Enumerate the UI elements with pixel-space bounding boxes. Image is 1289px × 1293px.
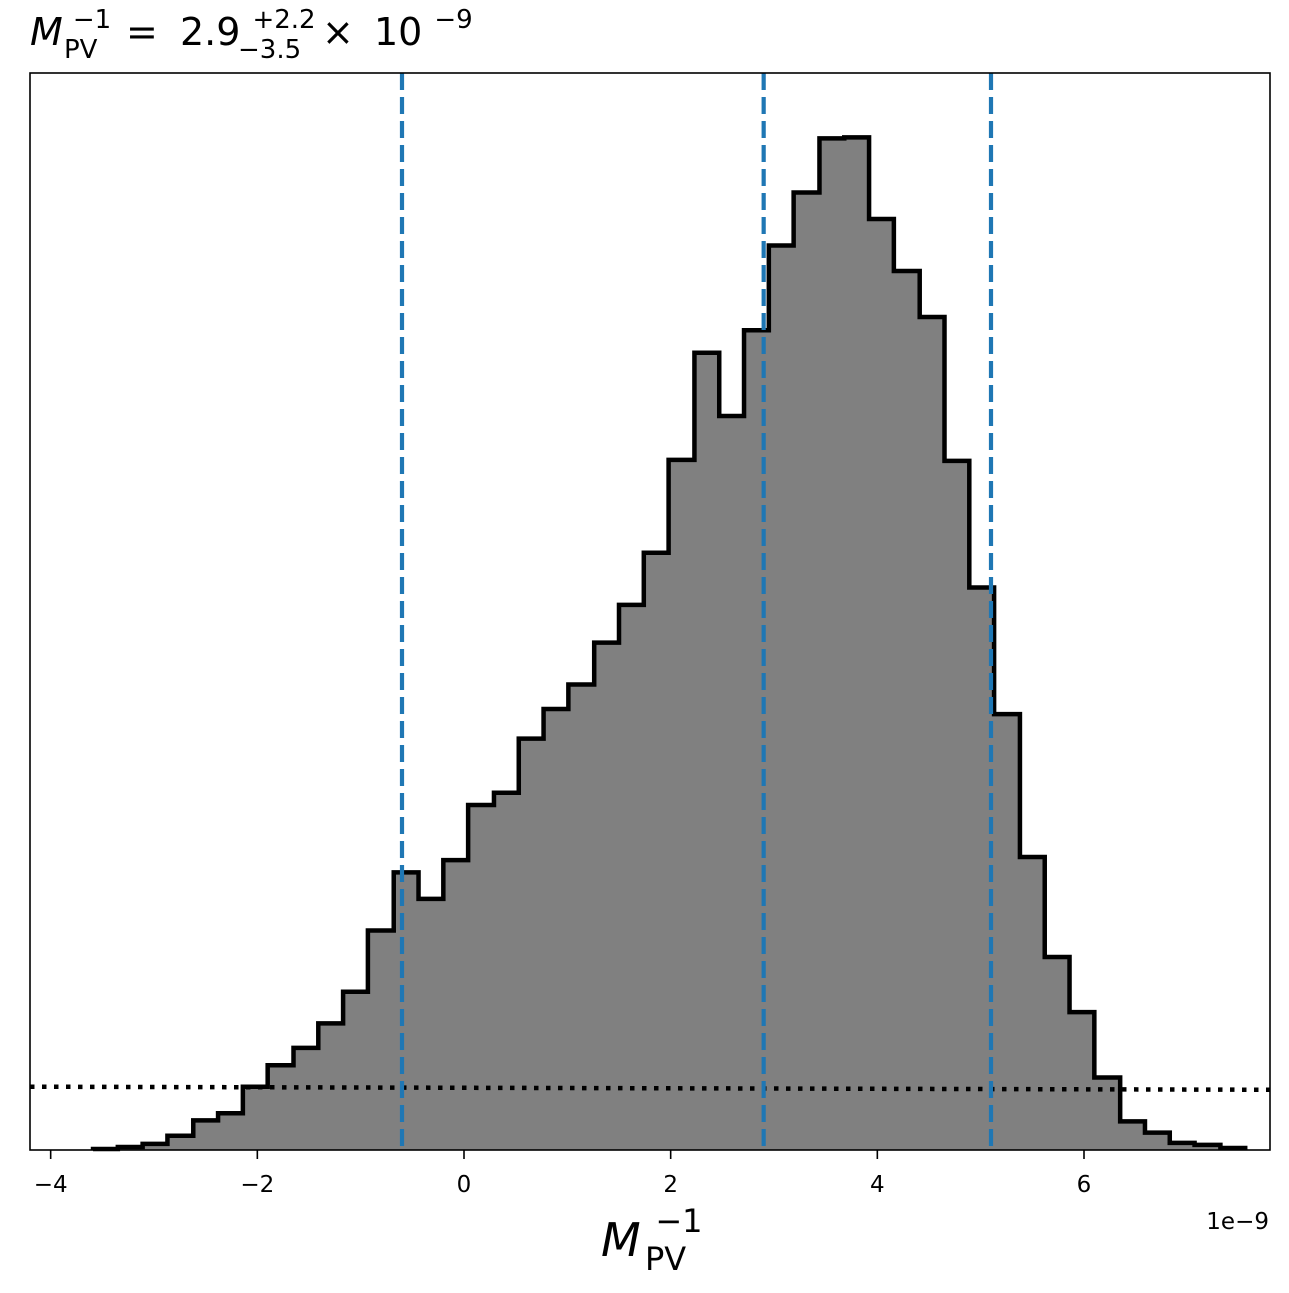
- histogram-bar: [694, 352, 720, 1150]
- histogram-bar: [418, 898, 444, 1150]
- histogram-bar: [267, 1065, 295, 1150]
- prior-line: [29, 1084, 1271, 1093]
- xlabel-symbol: M: [601, 1213, 641, 1267]
- histogram-bar: [543, 708, 569, 1150]
- x-tick-label: 4: [870, 1172, 885, 1198]
- histogram-bar: [393, 872, 420, 1150]
- histogram-bar: [768, 245, 795, 1150]
- x-axis-label: M −1 PV: [601, 1189, 717, 1278]
- histogram-bar: [1144, 1132, 1171, 1150]
- histogram-bar: [1194, 1144, 1221, 1150]
- title-median: 2.9: [180, 10, 240, 54]
- histogram-bar: [142, 1143, 169, 1150]
- title-upper-error: +2.2: [252, 5, 315, 35]
- histogram-bar: [744, 330, 770, 1150]
- title-times: ×: [322, 10, 354, 54]
- histogram-bars: [93, 137, 1246, 1151]
- histogram-bar: [1069, 1012, 1095, 1150]
- quantile-lines: [399, 73, 994, 1150]
- xlabel-subscript: PV: [645, 1240, 686, 1278]
- title-base: 10: [374, 10, 422, 54]
- histogram-bar: [819, 138, 845, 1150]
- histogram-bar: [218, 1113, 244, 1150]
- histogram-bar: [242, 1086, 269, 1150]
- histogram-bar: [719, 416, 745, 1151]
- histogram-bar: [293, 1047, 319, 1150]
- x-tick-label: −4: [34, 1172, 68, 1198]
- x-axis-ticks: −4 −2 0 2 4 6: [34, 1150, 1092, 1198]
- histogram-bar: [668, 459, 696, 1150]
- histogram-bar: [443, 860, 469, 1150]
- histogram-bar: [343, 991, 369, 1150]
- axes-frame: [29, 72, 1271, 1151]
- x-tick-label: −2: [240, 1172, 274, 1198]
- histogram-bar: [1044, 957, 1071, 1150]
- histogram-bar: [367, 930, 395, 1150]
- x-tick-label: 2: [663, 1172, 678, 1198]
- histogram-bar: [643, 552, 670, 1150]
- histogram-bar: [1120, 1121, 1146, 1150]
- title-exponent: −9: [434, 5, 472, 35]
- title-subscript: PV: [64, 35, 98, 65]
- histogram-bar: [594, 642, 620, 1150]
- histogram-bar: [493, 792, 520, 1150]
- x-tick-label: 6: [1077, 1172, 1092, 1198]
- title-symbol: M: [30, 10, 63, 54]
- histogram-bar: [793, 192, 821, 1150]
- histogram-bar: [193, 1120, 219, 1150]
- histogram-outline: [90, 135, 1248, 1152]
- histogram-bar: [167, 1135, 194, 1150]
- title-equals: =: [126, 10, 158, 54]
- histogram-bar: [919, 316, 946, 1150]
- xlabel-superscript: −1: [655, 1202, 702, 1240]
- histogram-bar: [1019, 857, 1046, 1150]
- histogram-bar: [844, 137, 870, 1151]
- x-offset-label: 1e−9: [1206, 1209, 1269, 1235]
- x-tick-label: 0: [457, 1172, 472, 1198]
- histogram-bar: [1169, 1142, 1196, 1150]
- histogram-bar: [893, 271, 921, 1150]
- histogram-bar: [994, 714, 1021, 1150]
- histogram-bar: [619, 604, 645, 1150]
- chart-title: M −1 PV = 2.9 +2.2 −3.5 × 10 −9: [30, 0, 473, 67]
- title-lower-error: −3.5: [238, 35, 301, 65]
- histogram-bar: [944, 460, 970, 1150]
- histogram-bar: [468, 804, 495, 1150]
- histogram-bar: [568, 684, 595, 1150]
- histogram-bar: [518, 738, 545, 1150]
- histogram-bar: [869, 218, 895, 1150]
- title-superscript: −1: [73, 5, 111, 35]
